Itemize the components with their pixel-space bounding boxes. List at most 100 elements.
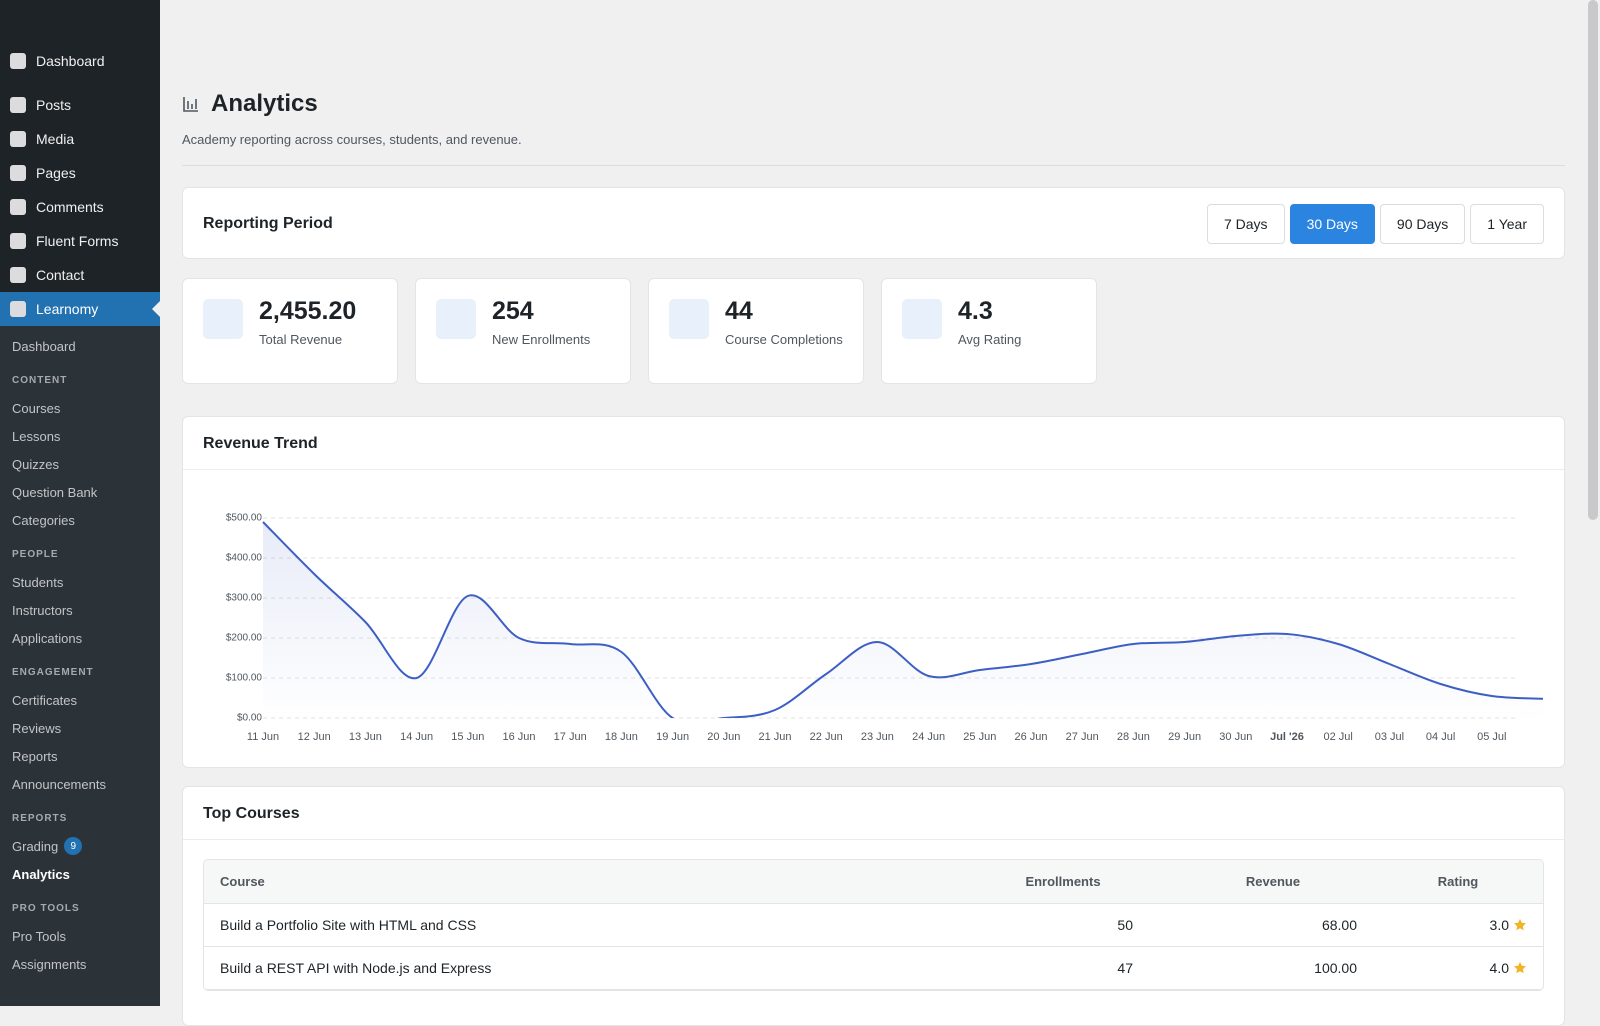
submenu-label: Assignments [12,956,87,972]
cell-text: 50 [1117,916,1133,933]
submenu-item[interactable]: Reports [0,742,160,770]
submenu-item[interactable]: Analytics [0,860,160,888]
submenu-item[interactable]: Students [0,568,160,596]
x-tick-label: 02 Jul [1324,731,1353,743]
menu-item[interactable]: Media [0,122,160,156]
menu-icon [10,199,26,215]
submenu-label: Quizzes [12,456,59,472]
y-tick-label: $0.00 [237,713,262,724]
stat-label: Avg Rating [958,332,1022,347]
menu-label: Learnomy [36,301,99,317]
column-header: Enrollments [953,860,1173,904]
period-button[interactable]: 30 Days [1289,204,1375,244]
x-tick-label: 04 Jul [1426,731,1455,743]
submenu-item[interactable]: Question Bank [0,478,160,506]
menu-item[interactable]: Fluent Forms [0,224,160,258]
y-tick-label: $500.00 [226,513,263,524]
submenu-label: Announcements [12,776,106,792]
chart-card: Revenue Trend $0.00 $100.00 $200.00 $300.00… [182,416,1565,768]
submenu-item[interactable]: Certificates [0,686,160,714]
x-tick-label: 25 Jun [963,731,996,743]
submenu-label: Grading [12,838,59,854]
column-header: Rating [1373,860,1543,904]
divider [183,839,1564,840]
title-icon [183,97,198,112]
stat-icon [436,299,476,339]
courses-table: Course Enrollments Revenue Rating Build a Po… [204,860,1543,990]
menu-item[interactable]: Dashboard [0,44,160,78]
submenu-item[interactable]: Applications [0,624,160,652]
menu-icon [10,301,26,317]
menu-icon [10,53,26,69]
menu-icon [10,267,26,283]
table-cell: 47 [953,946,1173,990]
courses-card: Top Courses Course Enrollments Revenue Rati… [182,786,1565,1026]
x-tick-label: 20 Jun [707,731,740,743]
period-button[interactable]: 1 Year [1470,204,1544,244]
submenu-item[interactable]: Lessons [0,422,160,450]
stat-value: 44 [725,297,753,325]
stat-value: 254 [492,297,534,325]
menu-item[interactable]: Pages [0,156,160,190]
badge: 9 [64,837,83,855]
x-tick-label: 27 Jun [1066,731,1099,743]
menu-item[interactable]: Learnomy [0,292,160,326]
divider [183,469,1564,470]
column-header: Revenue [1173,860,1373,904]
page-title: Analytics [183,90,318,118]
period-button[interactable]: 90 Days [1379,204,1466,244]
sidebar: Dashboard Posts Media Pages Comments Fluent F… [0,0,160,1006]
stat-icon [203,299,243,339]
chart-title: Revenue Trend [203,435,318,452]
y-tick-label: $100.00 [226,673,263,684]
menu-icon [10,131,26,147]
table-wrap: Course Enrollments Revenue Rating Build a Po… [203,859,1544,991]
submenu-label: Categories [12,512,75,528]
submenu-item[interactable]: Dashboard [12,338,76,354]
cell-text: 68.00 [1321,916,1357,933]
stat-value: 4.3 [958,297,993,325]
star [1509,960,1527,976]
menu-label: Comments [36,199,104,215]
menu-label: Media [36,131,75,147]
x-tick-label: 15 Jun [451,731,484,743]
submenu-item[interactable]: Courses [0,394,160,422]
divider [182,165,1565,166]
menu-label: Pages [36,165,76,181]
submenu-heading: CONTENT [12,374,68,386]
table-cell: Build a REST API with Node.js and Expres… [204,946,953,990]
menu-item[interactable]: Comments [0,190,160,224]
page-subtitle: Academy reporting across courses, studen… [182,132,522,147]
submenu-item[interactable]: Grading 9 [0,832,160,860]
menu-label: Dashboard [36,53,105,69]
submenu-item[interactable]: Announcements [0,770,160,798]
submenu-item[interactable]: Categories [0,506,160,534]
x-tick-label: 28 Jun [1117,731,1150,743]
stat-card: 254 New Enrollments [415,278,631,384]
x-tick-label: Jul '26 [1270,731,1304,743]
submenu-item[interactable]: Quizzes [0,450,160,478]
menu-item[interactable]: Contact [0,258,160,292]
submenu-item[interactable]: Pro Tools [0,922,160,950]
x-tick-label: 12 Jun [298,731,331,743]
menu-item[interactable]: Posts [0,88,160,122]
submenu-label: Certificates [12,692,78,708]
submenu-item[interactable]: Instructors [0,596,160,624]
x-tick-label: 19 Jun [656,731,689,743]
x-tick-label: 16 Jun [502,731,535,743]
stat-card: 2,455.20 Total Revenue [182,278,398,384]
cell-text: 100.00 [1314,959,1357,976]
table-cell: 3.0 [1373,903,1543,947]
submenu-item[interactable]: Reviews [0,714,160,742]
stat-icon [669,299,709,339]
x-tick-label: 11 Jun [247,731,279,743]
submenu-item[interactable]: Assignments [0,950,160,978]
cell-text: Build a Portfolio Site with HTML and CSS [220,916,477,933]
table-cell: 4.0 [1373,946,1543,990]
title-text: Analytics [211,90,318,117]
x-tick-label: 23 Jun [861,731,894,743]
submenu-label: Pro Tools [12,928,66,944]
period-button[interactable]: 7 Days [1206,204,1285,244]
x-tick-label: 17 Jun [554,731,587,743]
